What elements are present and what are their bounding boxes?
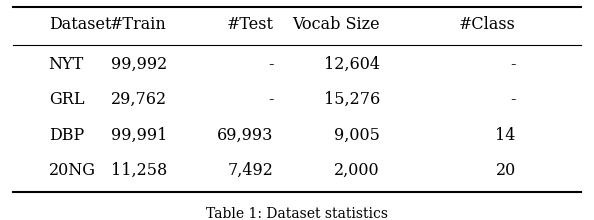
Text: 99,992: 99,992 (110, 56, 167, 73)
Text: 20NG: 20NG (49, 162, 96, 179)
Text: -: - (268, 56, 273, 73)
Text: 20: 20 (495, 162, 516, 179)
Text: 99,991: 99,991 (110, 127, 167, 144)
Text: 11,258: 11,258 (110, 162, 167, 179)
Text: 14: 14 (495, 127, 516, 144)
Text: #Train: #Train (110, 16, 167, 33)
Text: -: - (510, 56, 516, 73)
Text: 2,000: 2,000 (334, 162, 380, 179)
Text: GRL: GRL (49, 91, 84, 108)
Text: Table 1: Dataset statistics: Table 1: Dataset statistics (206, 207, 388, 220)
Text: 15,276: 15,276 (324, 91, 380, 108)
Text: #Test: #Test (226, 16, 273, 33)
Text: #Class: #Class (459, 16, 516, 33)
Text: -: - (268, 91, 273, 108)
Text: 29,762: 29,762 (111, 91, 167, 108)
Text: 12,604: 12,604 (324, 56, 380, 73)
Text: Dataset: Dataset (49, 16, 111, 33)
Text: DBP: DBP (49, 127, 84, 144)
Text: -: - (510, 91, 516, 108)
Text: 7,492: 7,492 (228, 162, 273, 179)
Text: 69,993: 69,993 (217, 127, 273, 144)
Text: 9,005: 9,005 (334, 127, 380, 144)
Text: Vocab Size: Vocab Size (292, 16, 380, 33)
Text: NYT: NYT (49, 56, 84, 73)
